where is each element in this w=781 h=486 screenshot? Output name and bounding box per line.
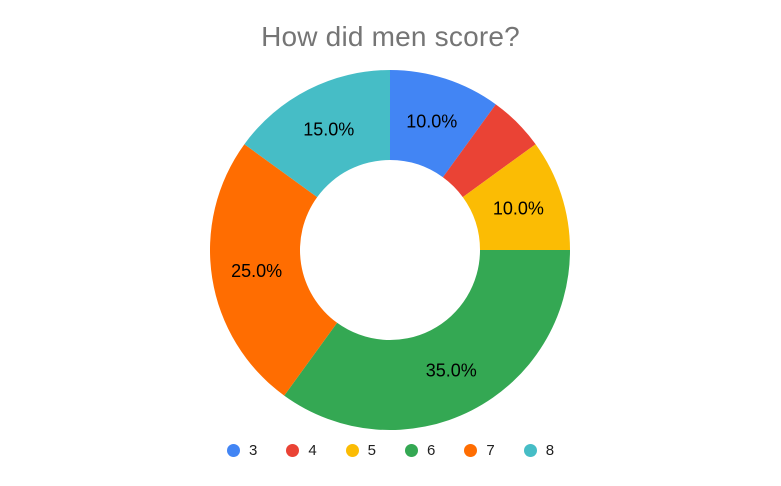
slice-label-6: 35.0% bbox=[426, 360, 477, 380]
legend-label: 6 bbox=[427, 442, 436, 459]
legend-item-3[interactable]: 3 bbox=[226, 442, 258, 459]
slice-label-3: 10.0% bbox=[406, 112, 457, 132]
legend-swatch-icon bbox=[405, 444, 418, 457]
legend-swatch-icon bbox=[226, 444, 240, 457]
legend-swatch-icon bbox=[286, 444, 300, 457]
legend-label: 8 bbox=[545, 442, 555, 459]
chart-title: How did men score? bbox=[261, 21, 520, 52]
legend-item-4[interactable]: 4 bbox=[286, 442, 317, 459]
slice-label-8: 15.0% bbox=[303, 120, 354, 140]
legend-swatch-icon bbox=[464, 444, 478, 457]
legend-swatch-icon bbox=[523, 444, 537, 457]
pie-slice-7[interactable] bbox=[210, 144, 338, 396]
legend-swatch-icon bbox=[345, 444, 359, 457]
legend-item-6[interactable]: 6 bbox=[405, 443, 435, 458]
slice-label-5: 10.0% bbox=[493, 198, 544, 218]
legend-label: 3 bbox=[248, 442, 258, 459]
pie-slice-3[interactable] bbox=[390, 70, 496, 178]
slice-label-7: 25.0% bbox=[231, 261, 282, 281]
legend-item-5[interactable]: 5 bbox=[345, 442, 376, 459]
chart-legend: 3 4 5 6 7 8 bbox=[0, 443, 781, 458]
legend-item-8[interactable]: 8 bbox=[523, 442, 555, 459]
pie-slice-5[interactable] bbox=[462, 144, 570, 250]
legend-label: 7 bbox=[486, 442, 495, 459]
pie-slice-4[interactable] bbox=[442, 104, 536, 198]
legend-label: 4 bbox=[308, 442, 317, 459]
legend-label: 5 bbox=[367, 442, 376, 459]
legend-item-7[interactable]: 7 bbox=[464, 442, 495, 459]
pie-slice-8[interactable] bbox=[244, 70, 390, 198]
pie-slice-6[interactable] bbox=[284, 250, 570, 430]
